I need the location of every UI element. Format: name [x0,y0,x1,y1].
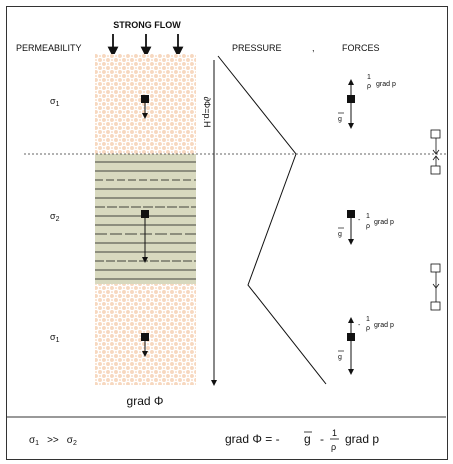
force-particle-top [347,95,355,103]
force-mid-g: g [338,231,342,238]
particle-bot [141,333,149,341]
equation-lhs: grad Φ = - [225,432,280,446]
equation-minus: - [320,432,324,446]
force-top-g: g [338,116,342,123]
force-top-text: grad p [376,81,396,88]
force-top-num: 1 [367,74,371,81]
box-indicator-upper [430,129,441,175]
equation-tail: grad p [345,432,379,446]
footer-relation: σ1 >> σ2 [29,435,77,447]
particle-top [141,95,149,103]
force-top-den: ρ [367,83,371,90]
force-bot-minus: - [358,322,361,329]
stray-mark: , [312,43,315,53]
equation-den: ρ [331,442,336,452]
pressure-label: PRESSURE [232,43,282,53]
permeability-label: PERMEABILITY [16,43,82,53]
sigma-bot: σ1 [50,332,60,344]
force-particle-mid [347,210,355,218]
grad-phi-label: grad Φ [127,394,164,408]
force-bot-text: grad p [374,322,394,329]
box-indicator-lower [430,263,441,311]
force-bot-den: ρ [366,325,370,332]
sigma-mid: σ2 [50,211,60,223]
particle-mid [141,210,149,218]
force-mid-minus: - [358,217,361,224]
depth-axis-label: ∂Φ=p.H [202,97,212,128]
forces-label: FORCES [342,43,380,53]
pressure-profile [217,55,327,385]
strong-flow-label: STRONG FLOW [113,20,181,30]
force-mid-num: 1 [366,213,370,220]
equation-g: g [304,432,311,446]
equation-num: 1 [332,428,337,438]
sigma-top: σ1 [50,96,60,108]
force-bot-g: g [338,354,342,361]
force-mid-text: grad p [374,219,394,226]
force-particle-bot [347,333,355,341]
diagram-frame [6,6,448,460]
force-bot-num: 1 [366,316,370,323]
force-mid-den: ρ [366,223,370,230]
